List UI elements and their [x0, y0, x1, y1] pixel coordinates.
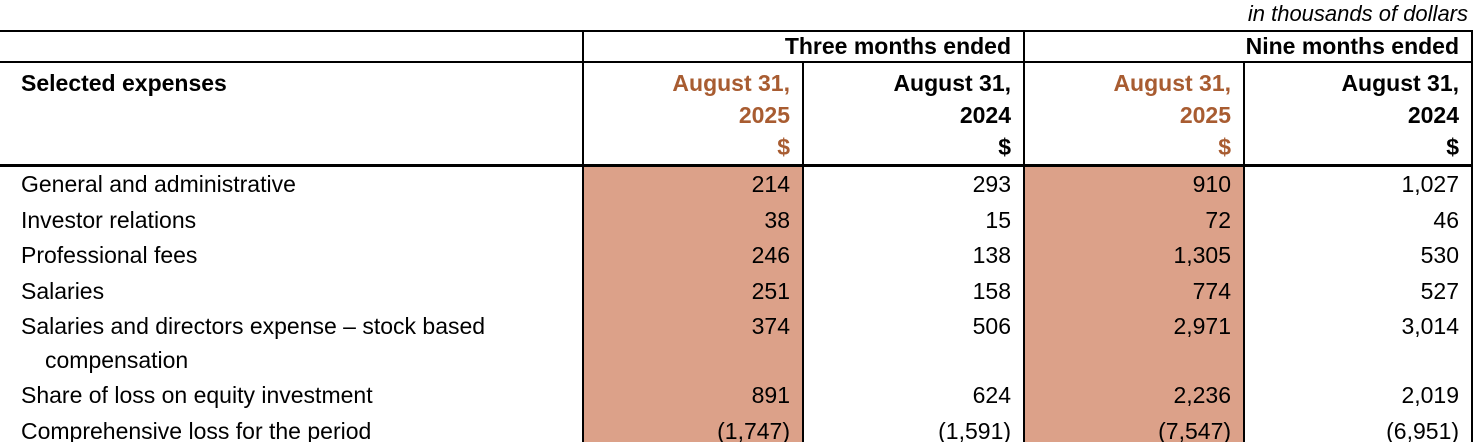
cell-value: 293	[801, 165, 1025, 203]
cell-value: 158	[801, 273, 1025, 309]
column-header-year: 2024	[959, 102, 1012, 128]
column-header-9m-2024: August 31, 2024 $	[1243, 62, 1474, 167]
column-header-date: August 31,	[1113, 70, 1232, 96]
cell-value: 624	[801, 378, 1025, 414]
table-row-general-and-administrative: General and administrative 214 293 910 1…	[0, 165, 1474, 203]
cell-value: 138	[801, 238, 1025, 274]
column-header-date: August 31,	[672, 70, 790, 96]
column-header-row: Selected expenses August 31, 2025 $ Augu…	[0, 62, 1474, 167]
cell-value: (7,547)	[1023, 413, 1245, 442]
column-header-currency: $	[998, 134, 1012, 160]
table-row-investor-relations: Investor relations 38 15 72 46	[0, 202, 1474, 238]
row-label: Salaries and directors expense – stock b…	[0, 309, 583, 378]
column-header-year: 2025	[1179, 102, 1232, 128]
cell-value: 46	[1243, 202, 1474, 238]
table-row-share-of-loss-equity-investment: Share of loss on equity investment 891 6…	[0, 378, 1474, 414]
column-header-year: 2024	[1407, 102, 1460, 128]
column-header-9m-2025: August 31, 2025 $	[1023, 62, 1245, 167]
cell-value: (1,591)	[801, 413, 1025, 442]
cell-value: 1,027	[1243, 165, 1474, 203]
column-header-3m-2025: August 31, 2025 $	[582, 62, 803, 167]
cell-value: 530	[1243, 238, 1474, 274]
units-note: in thousands of dollars	[1247, 1, 1468, 26]
table-row-salaries: Salaries 251 158 774 527	[0, 273, 1474, 309]
cell-value: 1,305	[1023, 238, 1245, 274]
row-label: General and administrative	[21, 171, 296, 197]
cell-value: 3,014	[1243, 309, 1474, 378]
cell-value: 774	[1023, 273, 1245, 309]
expenses-table: Three months ended Nine months ended Sel…	[0, 30, 1474, 442]
column-header-currency: $	[1446, 134, 1460, 160]
cell-value: 2,236	[1023, 378, 1245, 414]
cell-value: 246	[582, 238, 803, 274]
period-band-row: Three months ended Nine months ended	[0, 30, 1474, 63]
row-label-line2: compensation	[45, 346, 189, 373]
group-header-nine-months: Nine months ended	[1023, 30, 1474, 63]
cell-value: 38	[582, 202, 803, 238]
cell-value: 2,971	[1023, 309, 1245, 378]
cell-value: (6,951)	[1243, 413, 1474, 442]
column-header-date: August 31,	[893, 70, 1012, 96]
row-label-line1: Salaries and directors expense – stock b…	[21, 313, 486, 339]
cell-value: 910	[1023, 165, 1245, 203]
row-label: Comprehensive loss for the period	[0, 413, 583, 442]
column-header-3m-2024: August 31, 2024 $	[801, 62, 1025, 167]
column-header-date: August 31,	[1341, 70, 1460, 96]
cell-value: 506	[801, 309, 1025, 378]
cell-value: 72	[1023, 202, 1245, 238]
group-header-three-months: Three months ended	[581, 30, 1025, 63]
band-spacer-cell	[0, 30, 583, 63]
cell-value: 527	[1243, 273, 1474, 309]
cell-value: 251	[582, 273, 803, 309]
cell-value: 15	[801, 202, 1025, 238]
row-label: Salaries	[21, 277, 105, 304]
cell-value: 214	[582, 165, 803, 203]
row-header-selected-expenses: Selected expenses	[0, 62, 583, 167]
cell-value: 2,019	[1243, 378, 1474, 414]
column-header-currency: $	[777, 134, 790, 160]
row-label: Investor relations	[21, 206, 197, 233]
row-label: Share of loss on equity investment	[21, 382, 373, 408]
cell-value: (1,747)	[582, 413, 803, 442]
column-header-currency: $	[1218, 134, 1232, 160]
table-row-professional-fees: Professional fees 246 138 1,305 530	[0, 238, 1474, 274]
cell-value: 891	[582, 378, 803, 414]
cell-value: 374	[582, 309, 803, 378]
row-label: Professional fees	[21, 242, 198, 268]
table-row-stock-based-compensation: Salaries and directors expense – stock b…	[0, 309, 1474, 378]
column-header-year: 2025	[738, 102, 790, 128]
table-row-comprehensive-loss: Comprehensive loss for the period (1,747…	[0, 413, 1474, 442]
